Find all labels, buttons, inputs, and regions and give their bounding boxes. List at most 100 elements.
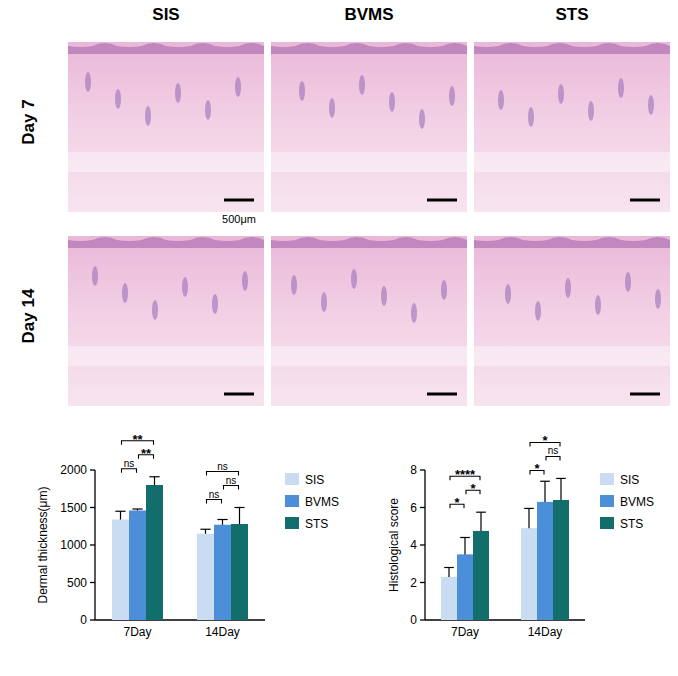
legend-label: STS	[620, 517, 643, 531]
error-cap	[444, 567, 454, 568]
column-title: BVMS	[344, 5, 393, 24]
y-tick-label: 0	[80, 613, 87, 627]
y-tick	[420, 469, 425, 470]
y-tick	[90, 507, 95, 508]
y-tick-label: 2	[410, 576, 417, 590]
significance-label: *	[542, 433, 548, 448]
follicle	[242, 271, 248, 291]
error-line	[448, 568, 449, 577]
legend-swatch	[600, 473, 614, 485]
bar	[112, 520, 129, 621]
error-bar	[476, 512, 486, 531]
error-line	[528, 508, 529, 528]
significance-label: ns	[217, 461, 228, 472]
follicle	[122, 283, 128, 303]
error-cap	[200, 529, 210, 530]
error-cap	[149, 476, 159, 477]
error-line	[480, 512, 481, 531]
error-line	[154, 477, 155, 485]
error-line	[560, 478, 561, 500]
y-tick	[90, 469, 95, 470]
significance-label: *	[454, 495, 460, 510]
y-tick-label: 1000	[60, 538, 87, 552]
histology-image	[271, 236, 467, 406]
y-tick-label: 4	[410, 538, 417, 552]
error-line	[205, 529, 206, 534]
follicle	[351, 269, 357, 289]
significance-label: ns	[548, 445, 559, 456]
scale-bar	[224, 393, 254, 396]
follicle	[419, 109, 425, 129]
legend-swatch	[285, 473, 299, 485]
bars	[112, 477, 248, 620]
bar	[537, 502, 553, 620]
y-tick	[90, 544, 95, 545]
bar	[553, 500, 569, 620]
follicle	[235, 77, 241, 97]
significance-label: ****	[455, 467, 476, 482]
follicle	[449, 86, 455, 106]
significance-bracket	[207, 472, 239, 476]
figure: SISBVMSSTSDay 7Day 14500μm05001000150020…	[0, 0, 678, 676]
error-bar	[234, 508, 244, 525]
tissue-layer	[68, 152, 264, 172]
significance-label: ns	[124, 458, 135, 469]
y-tick-label: 500	[67, 576, 87, 590]
follicle	[182, 277, 188, 297]
x-tick-label: 7Day	[451, 625, 479, 639]
follicle	[618, 78, 624, 98]
follicle	[528, 107, 534, 127]
column-title: STS	[555, 5, 588, 24]
significance-label: ns	[226, 475, 237, 486]
legend-label: SIS	[305, 473, 324, 487]
tissue-layer	[68, 346, 264, 366]
bar	[457, 554, 473, 620]
follicle	[381, 286, 387, 306]
error-line	[544, 481, 545, 502]
error-bar	[200, 529, 210, 534]
epidermis	[271, 237, 467, 248]
significance-label: *	[534, 461, 540, 476]
x-tick-label: 14Day	[528, 625, 563, 639]
scale-bar	[427, 199, 457, 202]
y-tick	[90, 582, 95, 583]
epidermis	[271, 43, 467, 54]
error-line	[120, 511, 121, 519]
error-line	[222, 520, 223, 525]
y-tick-label: 2000	[60, 463, 87, 477]
epidermis	[68, 43, 264, 54]
bars	[441, 478, 569, 620]
error-bar	[540, 481, 550, 502]
y-tick-label: 1500	[60, 501, 87, 515]
x-tick-label: 7Day	[123, 625, 151, 639]
error-bar	[556, 478, 566, 500]
follicle	[321, 292, 327, 312]
follicle	[505, 284, 511, 304]
tissue-layer	[271, 346, 467, 366]
tissue-layer	[474, 346, 670, 366]
bar	[197, 534, 214, 620]
error-cap	[460, 537, 470, 538]
tissue-layer	[271, 152, 467, 172]
epidermis	[474, 237, 670, 248]
legend-swatch	[285, 495, 299, 507]
follicle	[411, 303, 417, 323]
y-tick-label: 6	[410, 501, 417, 515]
follicle	[625, 272, 631, 292]
follicle	[648, 95, 654, 115]
scale-bar	[630, 393, 660, 396]
y-tick	[90, 619, 95, 620]
follicle	[441, 280, 447, 300]
bar	[441, 577, 457, 620]
error-line	[464, 538, 465, 555]
significance-bracket	[546, 456, 560, 460]
follicle	[498, 90, 504, 110]
column-title: SIS	[152, 5, 179, 24]
scale-bar	[427, 393, 457, 396]
significance-label: ns	[209, 489, 220, 500]
bar	[473, 531, 489, 620]
bar	[231, 524, 248, 620]
tissue-layer	[474, 152, 670, 172]
error-bar	[115, 511, 125, 519]
follicle	[389, 92, 395, 112]
